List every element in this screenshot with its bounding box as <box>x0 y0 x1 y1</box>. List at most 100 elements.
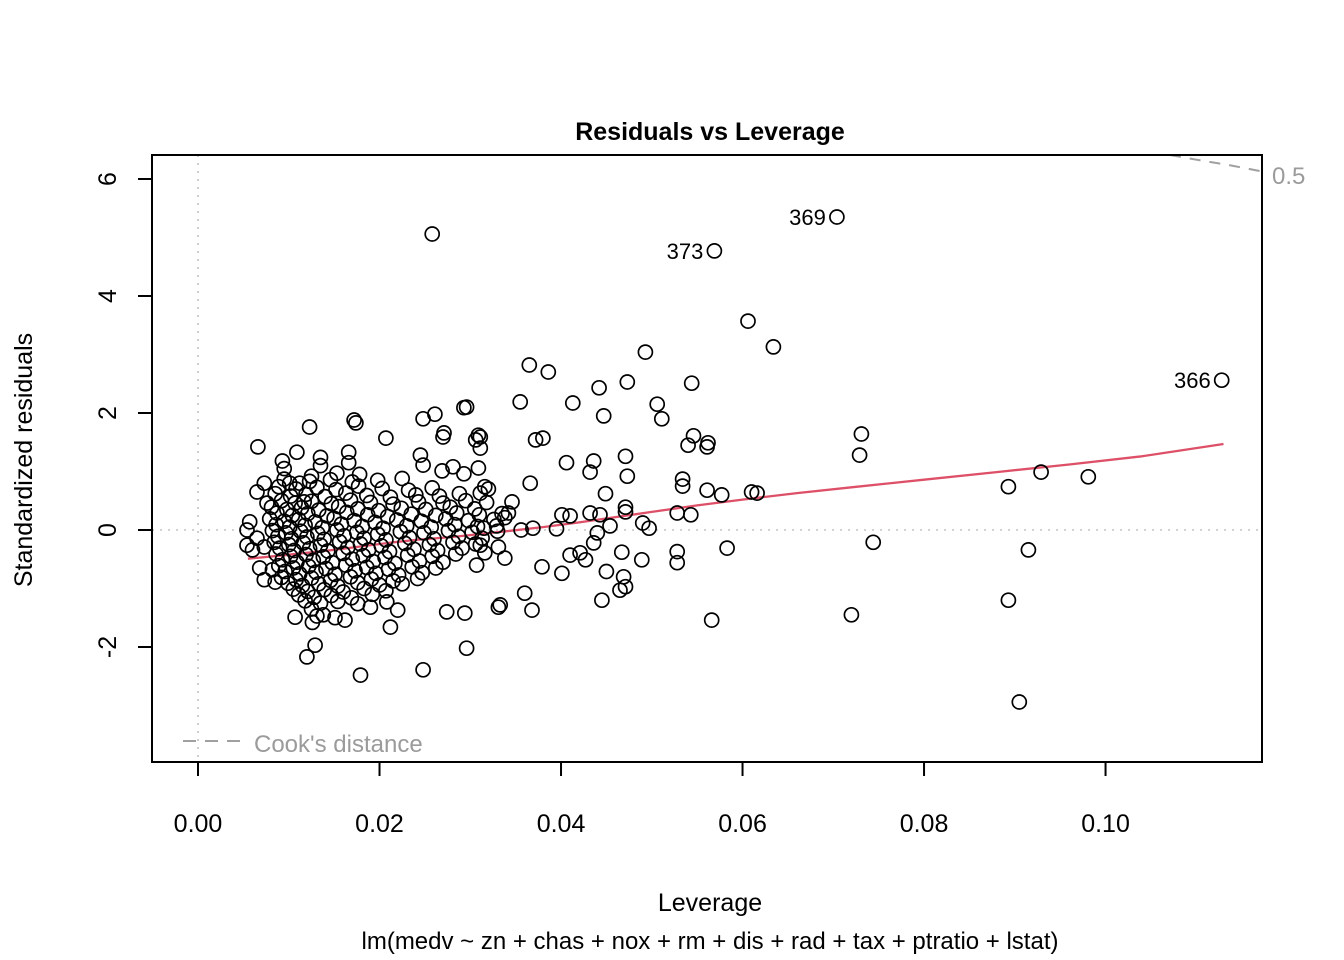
data-point <box>382 489 399 506</box>
data-point <box>412 447 429 463</box>
axes: 0.00 0.02 0.04 0.06 0.08 0.10 -2 0 2 4 6 <box>94 154 1263 838</box>
data-point <box>394 575 411 592</box>
data-point <box>592 506 608 523</box>
data-point <box>256 571 273 588</box>
data-point <box>256 475 273 492</box>
plot-title: Residuals vs Leverage <box>575 118 845 146</box>
data-point <box>843 606 860 623</box>
data-point <box>1020 542 1037 558</box>
data-point <box>310 502 327 518</box>
data-point <box>1000 592 1017 609</box>
data-point <box>362 599 379 616</box>
x-axis-tick-label: 0.08 <box>900 810 949 838</box>
data-point <box>340 454 357 471</box>
data-point <box>407 487 424 503</box>
x-axis-label: Leverage <box>658 889 762 917</box>
data-point <box>289 444 305 461</box>
model-formula-subtitle: lm(medv ~ zn + chas + nox + rm + dis + r… <box>362 928 1059 955</box>
point-id-label: 373 <box>667 239 704 264</box>
data-point <box>315 549 332 565</box>
data-point <box>743 484 760 500</box>
data-point <box>674 478 691 494</box>
data-point <box>492 597 509 613</box>
data-point <box>239 537 255 554</box>
data-point <box>572 544 588 561</box>
data-point <box>382 619 399 635</box>
data-point <box>437 511 454 527</box>
data-point <box>703 612 720 628</box>
data-point <box>669 554 686 571</box>
data-point <box>472 429 489 445</box>
x-axis-tick-label: 0.02 <box>355 810 404 838</box>
data-point <box>598 563 615 580</box>
data-point <box>683 375 700 392</box>
data-point <box>457 492 474 509</box>
data-point <box>378 594 395 610</box>
data-point <box>1011 694 1028 710</box>
data-point <box>522 475 539 492</box>
data-point <box>374 480 391 497</box>
data-point <box>564 395 581 411</box>
data-point <box>435 495 451 511</box>
data-point <box>525 520 541 537</box>
data-point <box>436 425 452 441</box>
data-point <box>307 637 323 654</box>
data-point <box>447 546 464 562</box>
data-point <box>415 457 431 473</box>
cook-contour-level-label: 0.5 <box>1272 163 1305 190</box>
x-axis-tick-label: 0.00 <box>174 810 223 838</box>
data-point <box>456 399 472 416</box>
data-point <box>456 605 473 621</box>
data-point <box>362 494 379 511</box>
data-point <box>364 586 381 603</box>
data-point <box>719 540 735 556</box>
data-point <box>389 602 406 618</box>
data-point <box>669 543 686 560</box>
data-point <box>619 468 636 485</box>
data-point <box>512 394 529 410</box>
data-point <box>294 577 311 594</box>
data-point <box>1080 468 1097 485</box>
data-point <box>617 499 634 516</box>
data-point <box>653 410 670 427</box>
data-point <box>310 575 327 592</box>
data-point <box>682 506 699 523</box>
data-point <box>490 599 507 616</box>
data-point <box>354 518 371 535</box>
data-point <box>350 478 367 494</box>
data-point <box>489 523 506 540</box>
data-point <box>299 649 315 665</box>
data-point <box>554 565 570 582</box>
cooks-distance-legend: Cook's distance <box>183 731 423 758</box>
data-point <box>615 568 632 585</box>
data-point <box>582 505 598 521</box>
data-point <box>335 584 352 600</box>
data-point <box>259 495 275 511</box>
data-point <box>765 339 782 355</box>
data-point <box>340 444 357 461</box>
data-point <box>597 485 614 502</box>
data-point <box>486 511 502 528</box>
data-point <box>285 581 302 597</box>
data-point <box>496 509 513 526</box>
y-axis-tick-label: -2 <box>94 636 122 658</box>
data-point <box>349 595 366 612</box>
data-point <box>562 508 578 524</box>
data-point <box>713 487 730 503</box>
data-point <box>250 439 266 455</box>
data-point <box>456 465 472 482</box>
data-point <box>680 437 696 454</box>
x-axis-tick-label: 0.10 <box>1081 810 1130 838</box>
data-point <box>558 454 575 471</box>
data-point <box>390 567 407 583</box>
data-point <box>548 520 565 537</box>
data-point <box>865 534 882 551</box>
data-point <box>312 457 329 474</box>
data-point <box>1000 478 1017 495</box>
data-point <box>500 505 517 521</box>
data-point <box>476 544 493 561</box>
labeled-data-point <box>1213 372 1230 389</box>
data-point <box>458 640 475 657</box>
